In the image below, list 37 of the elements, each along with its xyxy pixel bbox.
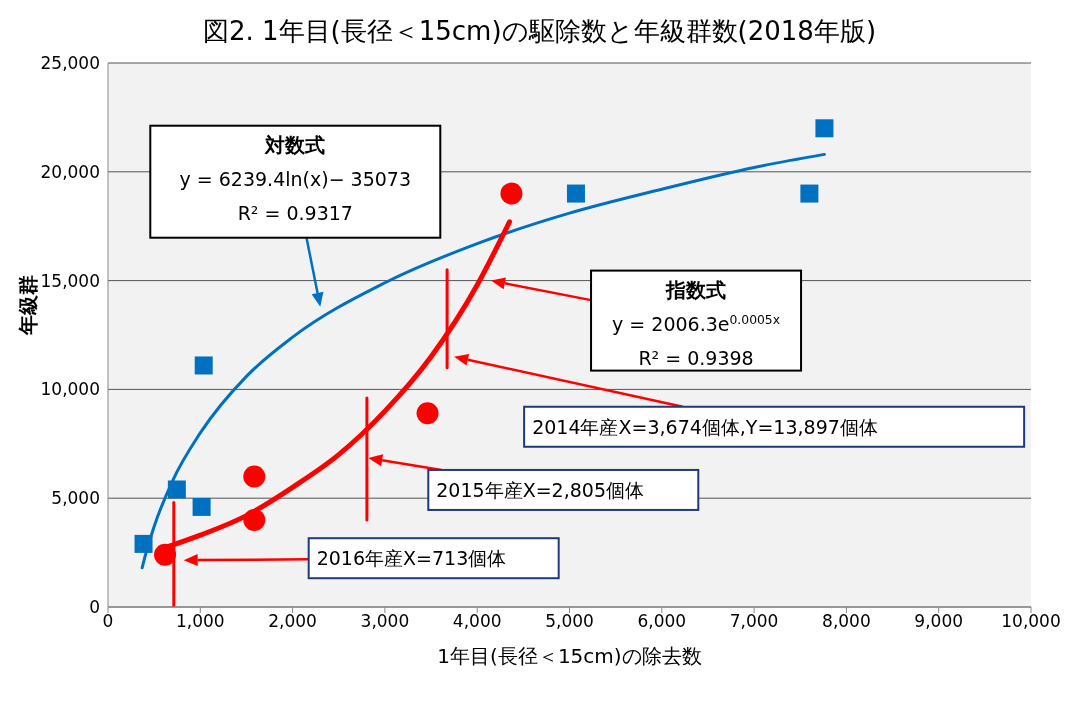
annotation: 2015年産X=2,805個体 [436, 478, 644, 501]
point [134, 534, 153, 553]
point [815, 119, 834, 138]
point [416, 402, 439, 425]
x-tick-label: 2,000 [268, 611, 317, 632]
x-tick-label: 7,000 [729, 611, 779, 632]
point [243, 465, 266, 488]
point [194, 356, 213, 375]
point [800, 184, 819, 203]
y-tick-label: 10,000 [40, 379, 100, 400]
x-tick-label: 3,000 [360, 611, 410, 632]
x-tick-label: 6,000 [637, 611, 687, 632]
y-tick-label: 0 [89, 597, 100, 618]
y-tick-label: 5,000 [51, 488, 100, 509]
y-tick-label: 20,000 [40, 161, 100, 182]
x-tick-label: 8,000 [822, 611, 871, 632]
annotation: 対数式 y = 6239.4ln(x)− 35073 R² = 0.9317 [179, 132, 412, 224]
annotation: 2014年産X=3,674個体,Y=13,897個体 [532, 415, 878, 438]
point [192, 497, 211, 516]
y-tick-label: 15,000 [40, 270, 100, 291]
point [500, 182, 523, 205]
x-axis-title: 1年目(長径＜15cm)の除去数 [437, 644, 702, 668]
text: 指数式 y = 2006.3e$^{0.0005x}$ R² = 0.9398 [612, 277, 781, 369]
point [167, 480, 186, 499]
x-tick-label: 1,000 [175, 611, 225, 632]
x-tick-label: 0 [102, 611, 114, 632]
annotation: 2016年産X=713個体 [316, 547, 507, 570]
x-tick-label: 10,000 [1001, 611, 1061, 632]
x-tick-label: 9,000 [914, 611, 964, 632]
point [154, 543, 177, 566]
y-axis-title: 年級群 [16, 275, 41, 336]
x-tick-label: 4,000 [452, 611, 502, 632]
x-tick-label: 5,000 [545, 611, 594, 632]
point [566, 184, 585, 203]
point [243, 508, 266, 531]
chart-title: 図2. 1年目(長径＜15cm)の駆除数と年級群数(2018年版) [201, 15, 878, 48]
y-tick-label: 25,000 [40, 53, 100, 74]
